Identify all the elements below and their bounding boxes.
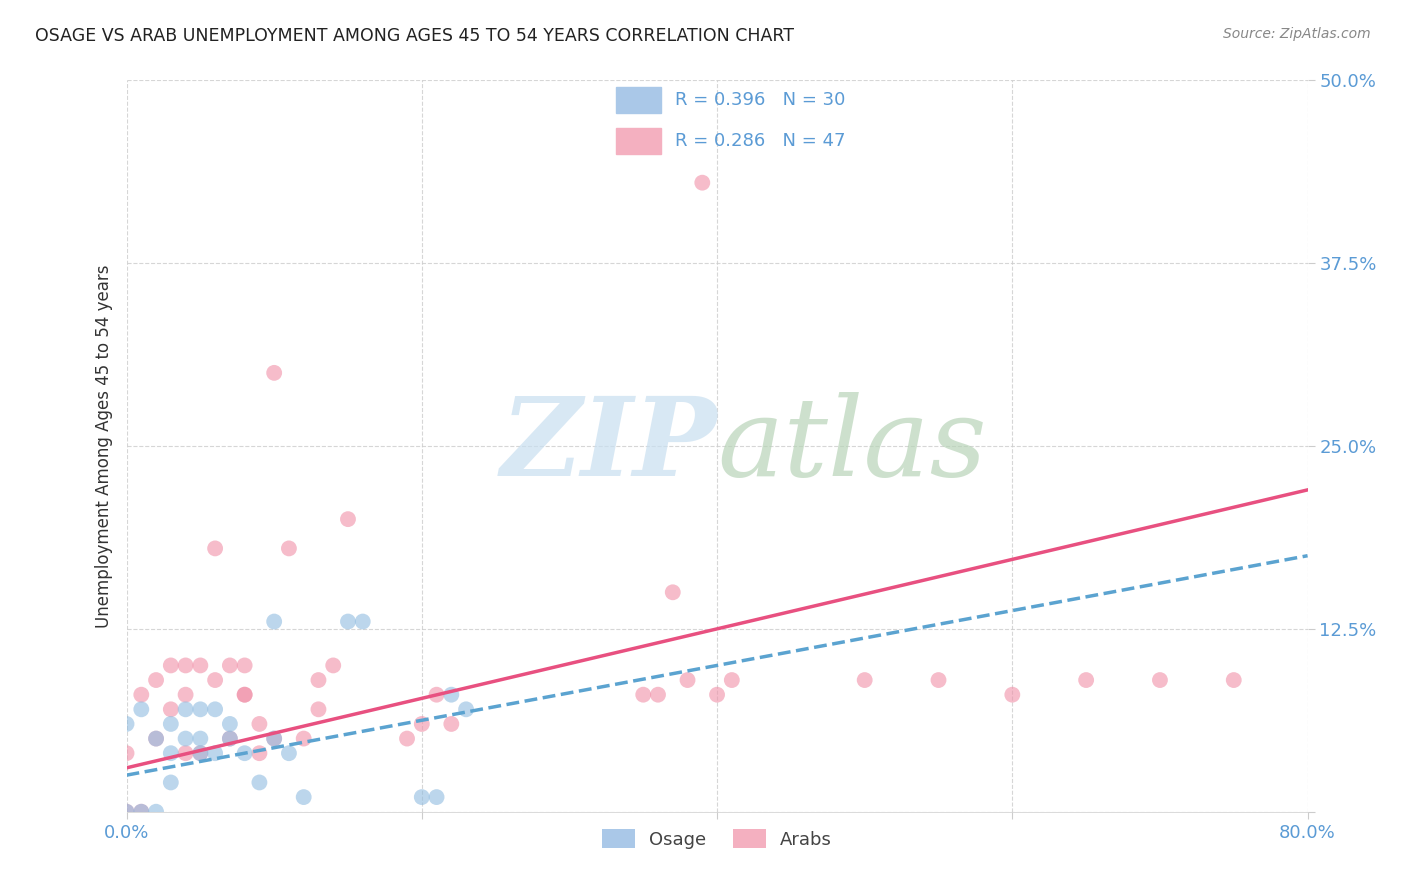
Point bbox=[129, 688, 153, 702]
Point bbox=[174, 688, 197, 702]
Point bbox=[706, 688, 728, 702]
Text: Source: ZipAtlas.com: Source: ZipAtlas.com bbox=[1223, 27, 1371, 41]
Point bbox=[219, 731, 242, 746]
Point bbox=[204, 673, 226, 687]
Point bbox=[1223, 673, 1246, 687]
Point bbox=[129, 805, 153, 819]
Text: R = 0.286   N = 47: R = 0.286 N = 47 bbox=[675, 132, 846, 150]
Point bbox=[219, 717, 242, 731]
Point bbox=[440, 688, 463, 702]
Point bbox=[662, 585, 685, 599]
Point bbox=[174, 731, 197, 746]
Point bbox=[263, 615, 285, 629]
Point bbox=[425, 688, 447, 702]
Text: OSAGE VS ARAB UNEMPLOYMENT AMONG AGES 45 TO 54 YEARS CORRELATION CHART: OSAGE VS ARAB UNEMPLOYMENT AMONG AGES 45… bbox=[35, 27, 794, 45]
Point bbox=[308, 702, 330, 716]
Point bbox=[308, 673, 330, 687]
Point bbox=[174, 702, 197, 716]
Point bbox=[115, 805, 138, 819]
Point bbox=[233, 746, 256, 760]
Point bbox=[1001, 688, 1024, 702]
Point bbox=[411, 790, 433, 805]
Point bbox=[219, 658, 242, 673]
Point bbox=[129, 702, 153, 716]
Bar bbox=[616, 87, 661, 113]
Point bbox=[692, 176, 714, 190]
Point bbox=[853, 673, 876, 687]
Point bbox=[145, 731, 167, 746]
Point bbox=[263, 366, 285, 380]
Point bbox=[233, 688, 256, 702]
Point bbox=[145, 731, 167, 746]
Point bbox=[233, 658, 256, 673]
Point bbox=[440, 717, 463, 731]
Point bbox=[1149, 673, 1171, 687]
Point bbox=[249, 775, 271, 789]
Point bbox=[411, 717, 433, 731]
Point bbox=[188, 658, 212, 673]
Text: R = 0.396   N = 30: R = 0.396 N = 30 bbox=[675, 91, 846, 109]
Point bbox=[160, 717, 183, 731]
Point bbox=[188, 731, 212, 746]
Legend: Osage, Arabs: Osage, Arabs bbox=[593, 820, 841, 857]
Point bbox=[322, 658, 344, 673]
Point bbox=[278, 746, 301, 760]
Point bbox=[249, 746, 271, 760]
Point bbox=[174, 658, 197, 673]
Point bbox=[204, 746, 226, 760]
Text: atlas: atlas bbox=[717, 392, 987, 500]
Point bbox=[456, 702, 478, 716]
Point bbox=[249, 717, 271, 731]
Point bbox=[633, 688, 655, 702]
Bar bbox=[616, 128, 661, 154]
Point bbox=[174, 746, 197, 760]
Point bbox=[292, 790, 315, 805]
Point bbox=[1076, 673, 1098, 687]
Point bbox=[160, 658, 183, 673]
Point bbox=[129, 805, 153, 819]
Point bbox=[720, 673, 742, 687]
Point bbox=[676, 673, 699, 687]
Point bbox=[337, 512, 360, 526]
Point bbox=[352, 615, 374, 629]
Point bbox=[278, 541, 301, 556]
Point bbox=[647, 688, 669, 702]
Point bbox=[160, 746, 183, 760]
Point bbox=[115, 805, 138, 819]
Point bbox=[115, 746, 138, 760]
Point bbox=[928, 673, 950, 687]
Point bbox=[160, 775, 183, 789]
Point bbox=[233, 688, 256, 702]
Point bbox=[204, 702, 226, 716]
Point bbox=[145, 673, 167, 687]
Y-axis label: Unemployment Among Ages 45 to 54 years: Unemployment Among Ages 45 to 54 years bbox=[94, 264, 112, 628]
Point bbox=[337, 615, 360, 629]
Text: ZIP: ZIP bbox=[501, 392, 717, 500]
Point bbox=[396, 731, 419, 746]
Point bbox=[263, 731, 285, 746]
Point bbox=[292, 731, 315, 746]
Point bbox=[115, 717, 138, 731]
Point bbox=[145, 805, 167, 819]
Point bbox=[188, 702, 212, 716]
Point bbox=[188, 746, 212, 760]
Point bbox=[425, 790, 447, 805]
Point bbox=[188, 746, 212, 760]
Point bbox=[219, 731, 242, 746]
Point bbox=[204, 541, 226, 556]
Point bbox=[263, 731, 285, 746]
Point bbox=[160, 702, 183, 716]
